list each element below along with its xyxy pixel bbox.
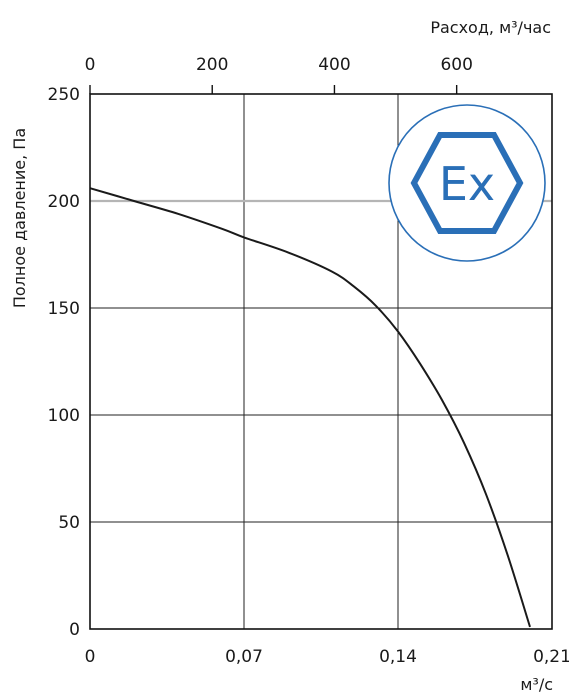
y-tick-label-0: 0 <box>69 620 80 640</box>
y-tick-label-5: 250 <box>48 85 80 105</box>
x-tick-label-1: 0,07 <box>225 647 263 667</box>
x-tick-label-0: 0 <box>85 647 96 667</box>
top-tick-label-3: 600 <box>440 55 472 75</box>
top-tick-label-2: 400 <box>318 55 350 75</box>
x-tick-label-3: 0,21 <box>533 647 569 667</box>
y-tick-label-2: 100 <box>48 406 80 426</box>
series-curve <box>89 187 531 628</box>
top-tick-label-0: 0 <box>85 55 96 75</box>
top-axis-title: Расход, м³/час <box>430 18 551 37</box>
x-tick-label-2: 0,14 <box>379 647 417 667</box>
top-tick-label-1: 200 <box>196 55 228 75</box>
plot-frame <box>89 93 553 630</box>
y-axis-title: Полное давление, Па <box>10 128 29 308</box>
bottom-axis-unit: м³/с <box>520 675 553 694</box>
y-tick-label-1: 50 <box>58 513 80 533</box>
ex-badge-text: Ex <box>439 157 495 211</box>
ex-atex-icon: Ex <box>388 104 546 262</box>
y-tick-label-4: 200 <box>48 192 80 212</box>
y-tick-label-3: 150 <box>48 299 80 319</box>
